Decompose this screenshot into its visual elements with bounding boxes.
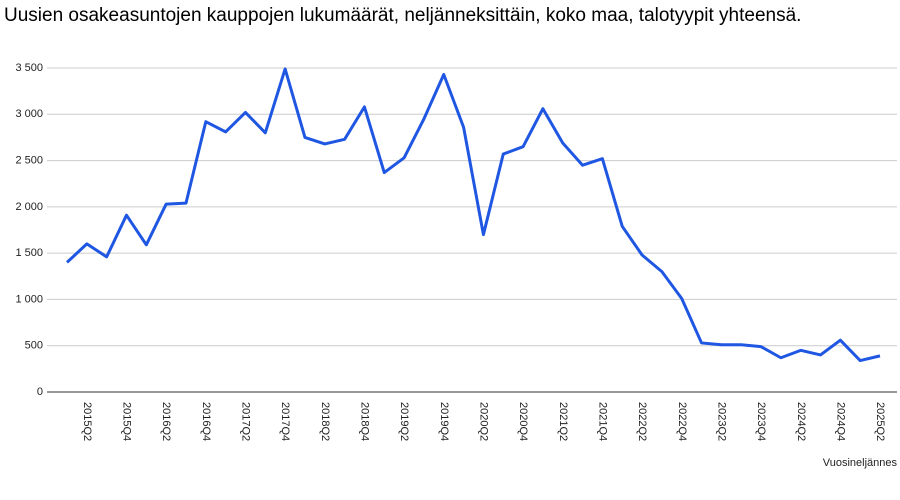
x-tick-label: 2017Q2	[240, 402, 252, 441]
x-tick-label: 2021Q4	[596, 402, 608, 441]
x-tick-label: 2018Q2	[319, 402, 331, 441]
x-tick-label: 2023Q4	[755, 402, 767, 441]
y-tick-label: 2 000	[15, 201, 43, 213]
x-tick-label: 2022Q2	[636, 402, 648, 441]
x-tick-label: 2019Q2	[398, 402, 410, 441]
x-tick-label: 2020Q2	[478, 402, 490, 441]
y-tick-label: 2 500	[15, 154, 43, 166]
data-line	[65, 67, 881, 363]
x-tick-label: 2023Q2	[715, 402, 727, 441]
x-axis-title: Vuosineljännes	[823, 457, 898, 469]
y-tick-label: 1 000	[15, 293, 43, 305]
x-tick-label: 2020Q4	[517, 402, 529, 441]
x-tick-label: 2021Q2	[557, 402, 569, 441]
x-tick-label: 2015Q4	[121, 402, 133, 441]
y-tick-label: 3 000	[15, 108, 43, 120]
x-tick-label: 2016Q2	[160, 402, 172, 441]
x-tick-label: 2024Q2	[795, 402, 807, 441]
x-tick-label: 2019Q4	[438, 402, 450, 441]
chart-title: Uusien osakeasuntojen kauppojen lukumäär…	[4, 5, 801, 26]
x-tick-label: 2024Q4	[834, 402, 846, 441]
y-tick-label: 1 500	[15, 247, 43, 259]
x-tick-label: 2018Q4	[359, 402, 371, 441]
x-tick-label: 2022Q4	[676, 402, 688, 441]
x-tick-label: 2025Q2	[874, 402, 886, 441]
y-tick-label: 3 500	[15, 62, 43, 74]
x-tick-label: 2016Q4	[200, 402, 212, 441]
x-tick-label: 2015Q2	[81, 402, 93, 441]
x-tick-label: 2017Q4	[279, 402, 291, 441]
y-tick-label: 500	[25, 340, 43, 352]
y-tick-label: 0	[37, 386, 43, 398]
